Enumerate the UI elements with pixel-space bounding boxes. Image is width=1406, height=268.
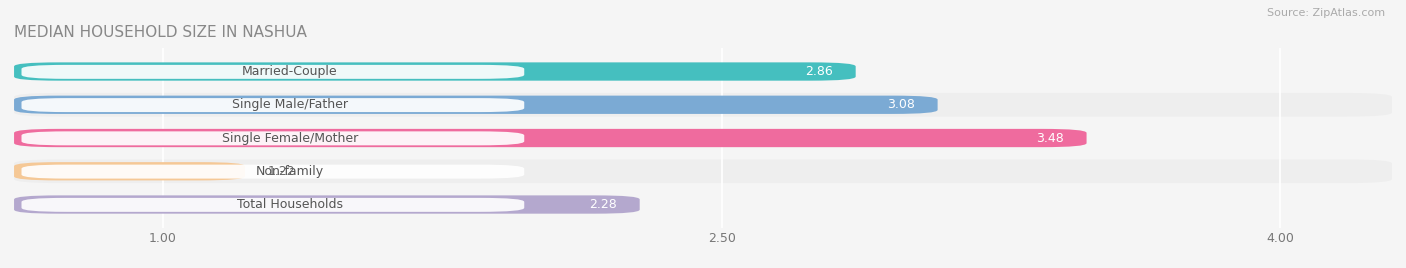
FancyBboxPatch shape	[21, 165, 524, 178]
FancyBboxPatch shape	[14, 62, 856, 81]
Text: 3.48: 3.48	[1036, 132, 1064, 144]
FancyBboxPatch shape	[14, 162, 245, 180]
Text: 3.08: 3.08	[887, 98, 915, 111]
FancyBboxPatch shape	[21, 65, 524, 79]
FancyBboxPatch shape	[21, 98, 524, 112]
FancyBboxPatch shape	[14, 159, 1392, 183]
FancyBboxPatch shape	[21, 131, 524, 145]
Text: 2.86: 2.86	[806, 65, 834, 78]
Text: Source: ZipAtlas.com: Source: ZipAtlas.com	[1267, 8, 1385, 18]
FancyBboxPatch shape	[14, 129, 1087, 147]
FancyBboxPatch shape	[21, 198, 524, 212]
Text: Married-Couple: Married-Couple	[242, 65, 337, 78]
FancyBboxPatch shape	[14, 195, 640, 214]
FancyBboxPatch shape	[14, 60, 1392, 83]
Text: Single Male/Father: Single Male/Father	[232, 98, 347, 111]
Text: Non-family: Non-family	[256, 165, 323, 178]
Text: MEDIAN HOUSEHOLD SIZE IN NASHUA: MEDIAN HOUSEHOLD SIZE IN NASHUA	[14, 25, 307, 40]
FancyBboxPatch shape	[14, 96, 938, 114]
FancyBboxPatch shape	[14, 193, 1392, 216]
Text: Single Female/Mother: Single Female/Mother	[222, 132, 357, 144]
FancyBboxPatch shape	[14, 93, 1392, 117]
Text: 2.28: 2.28	[589, 198, 617, 211]
Text: Total Households: Total Households	[236, 198, 343, 211]
Text: 1.22: 1.22	[267, 165, 295, 178]
FancyBboxPatch shape	[14, 126, 1392, 150]
